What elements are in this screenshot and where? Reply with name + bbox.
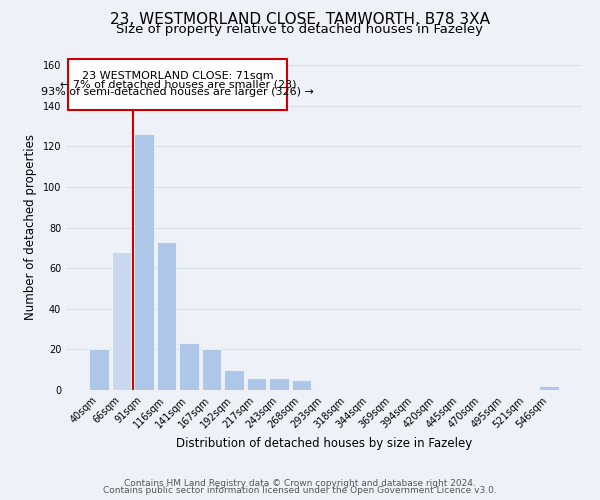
FancyBboxPatch shape [68,59,287,110]
Bar [269,378,289,390]
Bar [89,350,109,390]
Text: Contains public sector information licensed under the Open Government Licence v3: Contains public sector information licen… [103,486,497,495]
Bar [112,252,131,390]
Text: Contains HM Land Registry data © Crown copyright and database right 2024.: Contains HM Land Registry data © Crown c… [124,478,476,488]
Bar [247,378,266,390]
Text: 93% of semi-detached houses are larger (326) →: 93% of semi-detached houses are larger (… [41,88,314,98]
Text: ← 7% of detached houses are smaller (23): ← 7% of detached houses are smaller (23) [59,80,296,90]
Bar [539,386,559,390]
Bar [157,242,176,390]
Bar [179,344,199,390]
Bar [202,350,221,390]
Y-axis label: Number of detached properties: Number of detached properties [24,134,37,320]
Text: 23, WESTMORLAND CLOSE, TAMWORTH, B78 3XA: 23, WESTMORLAND CLOSE, TAMWORTH, B78 3XA [110,12,490,28]
Text: 23 WESTMORLAND CLOSE: 71sqm: 23 WESTMORLAND CLOSE: 71sqm [82,71,274,81]
X-axis label: Distribution of detached houses by size in Fazeley: Distribution of detached houses by size … [176,436,472,450]
Bar [224,370,244,390]
Bar [134,134,154,390]
Bar [292,380,311,390]
Text: Size of property relative to detached houses in Fazeley: Size of property relative to detached ho… [116,22,484,36]
